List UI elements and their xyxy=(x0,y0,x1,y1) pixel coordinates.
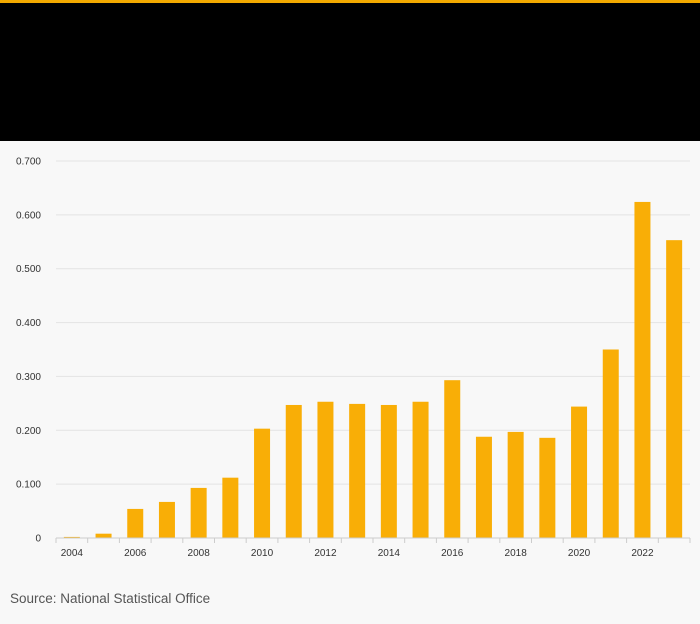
bar xyxy=(63,536,80,538)
bar xyxy=(158,501,175,538)
x-tick-label: 2022 xyxy=(631,548,654,559)
header-banner xyxy=(0,0,700,141)
bar xyxy=(317,401,334,538)
bar xyxy=(634,201,651,538)
y-tick-label: 0.100 xyxy=(16,480,41,491)
bar xyxy=(666,240,683,539)
bar xyxy=(539,437,556,538)
bar xyxy=(444,380,461,538)
y-tick-label: 0 xyxy=(35,534,41,545)
bar xyxy=(285,404,302,538)
x-axis: 2004 2006 2008 2010 2012 2014 2016 2018 2020 2022 xyxy=(55,537,691,559)
x-tick-label: 2016 xyxy=(441,548,464,559)
x-tick-label: 2006 xyxy=(124,548,147,559)
bar xyxy=(254,428,271,538)
y-tick-label: 0.300 xyxy=(16,372,41,383)
x-tick-label: 2012 xyxy=(314,548,337,559)
y-tick-label: 0.700 xyxy=(16,157,41,168)
y-axis-ticks: 0 0.100 0.200 0.300 0.400 0.500 0.600 0.700 xyxy=(16,157,41,545)
bar xyxy=(222,477,239,538)
x-tick-label: 2020 xyxy=(568,548,591,559)
bar xyxy=(507,431,524,538)
x-tick-label: 2010 xyxy=(251,548,274,559)
bar xyxy=(412,401,429,538)
bar-chart: 0 0.100 0.200 0.300 0.400 0.500 0.600 0.700 200… xyxy=(16,157,691,559)
bar xyxy=(380,404,397,538)
bars xyxy=(63,201,683,539)
y-tick-label: 0.400 xyxy=(16,318,41,329)
y-tick-label: 0.500 xyxy=(16,264,41,275)
bar xyxy=(602,349,619,538)
x-tick-label: 2004 xyxy=(61,548,84,559)
bar xyxy=(475,436,492,538)
y-tick-label: 0.600 xyxy=(16,210,41,221)
x-tick-label: 2014 xyxy=(378,548,401,559)
x-tick-label: 2018 xyxy=(505,548,528,559)
x-tick-label: 2008 xyxy=(188,548,211,559)
bar xyxy=(571,406,588,538)
gridlines xyxy=(56,160,690,485)
bar xyxy=(349,403,366,538)
bar xyxy=(127,508,144,538)
source-note: Source: National Statistical Office xyxy=(10,591,211,606)
y-tick-label: 0.200 xyxy=(16,426,41,437)
bar xyxy=(95,533,112,538)
bar xyxy=(190,487,207,538)
